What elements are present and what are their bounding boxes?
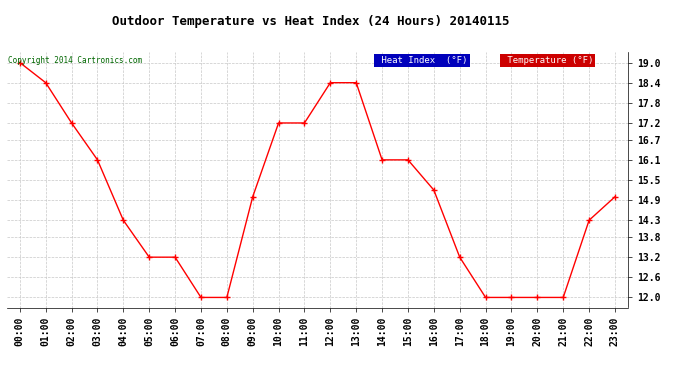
Text: Copyright 2014 Cartronics.com: Copyright 2014 Cartronics.com xyxy=(8,56,142,65)
Text: Temperature (°F): Temperature (°F) xyxy=(502,56,593,65)
Text: Outdoor Temperature vs Heat Index (24 Hours) 20140115: Outdoor Temperature vs Heat Index (24 Ho… xyxy=(112,15,509,28)
Text: Heat Index  (°F): Heat Index (°F) xyxy=(377,56,468,65)
